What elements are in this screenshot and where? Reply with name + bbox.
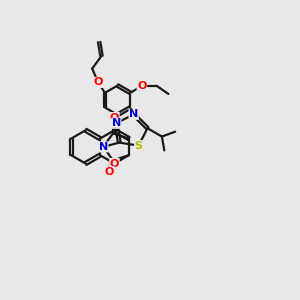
- Text: N: N: [99, 142, 108, 152]
- Text: S: S: [135, 141, 142, 151]
- Text: O: O: [110, 112, 119, 122]
- Text: O: O: [110, 158, 119, 169]
- Text: O: O: [105, 167, 114, 177]
- Text: O: O: [137, 81, 146, 91]
- Text: N: N: [112, 118, 121, 128]
- Text: O: O: [93, 77, 103, 87]
- Text: N: N: [129, 110, 138, 119]
